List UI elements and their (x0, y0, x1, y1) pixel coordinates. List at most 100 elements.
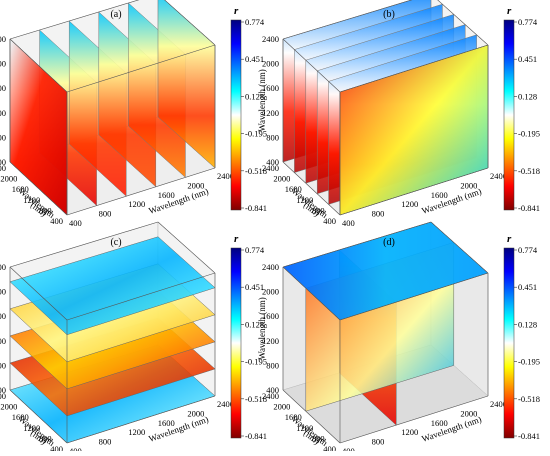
colorbar-tick-label: -0.518 (518, 394, 540, 404)
right-depth-tick-label: 1200 (128, 427, 145, 437)
box-edge (9, 266, 68, 321)
vertical-tick-label: 1600 (0, 83, 6, 93)
right-depth-axis-label: Wavelength (nm) (147, 186, 209, 216)
right-depth-tick-label: 2000 (187, 180, 204, 190)
colorbar-tick-label: -0.841 (245, 431, 267, 441)
right-depth-tick-label: 800 (99, 437, 112, 447)
colorbar (230, 19, 242, 211)
colorbar-tick-label: -0.195 (518, 129, 540, 139)
left-depth-tick-label: 1200 (23, 423, 40, 433)
vertical-tick-label: 2400 (262, 34, 279, 44)
colorbar-tick-label: 0.451 (245, 54, 264, 64)
box-edge (282, 38, 341, 93)
colorbar-title: r (234, 233, 239, 245)
vertical-tick-label: 400 (266, 157, 279, 167)
colorbar-tick-label: 0.128 (245, 91, 264, 101)
left-depth-tick-label: 2400 (262, 163, 279, 173)
right-depth-tick-label: 2400 (490, 399, 507, 409)
colorbar-tick-label: 0.451 (518, 282, 537, 292)
colorbar-tick-label: 0.774 (245, 17, 265, 27)
box-edge (282, 221, 432, 268)
box-edge (339, 395, 489, 444)
box-edge (9, 161, 68, 216)
vertical-tick-label: 1600 (262, 83, 279, 93)
vertical-tick-label: 2400 (262, 262, 279, 272)
box-edge (66, 44, 216, 93)
vertical-tick-label: 1200 (0, 336, 6, 346)
box-edge (66, 395, 216, 444)
panel-label: (d) (383, 237, 395, 248)
colorbar-tick-label: -0.195 (518, 357, 540, 367)
left-depth-tick-label: 2400 (262, 391, 279, 401)
left-depth-tick-label: 400 (50, 444, 63, 451)
colorbar (503, 247, 515, 439)
box-edge (339, 44, 489, 93)
box-edge (430, 221, 489, 274)
vertical-tick-label: 2400 (0, 262, 6, 272)
colorbar-tick-label: 0.128 (518, 91, 537, 101)
right-depth-axis-label: Wavelength (nm) (420, 186, 482, 216)
panel-label: (b) (383, 9, 395, 20)
colorbar-tick-label: -0.518 (245, 166, 267, 176)
right-depth-tick-label: 1200 (401, 427, 418, 437)
vertical-tick-label: 1200 (262, 108, 279, 118)
box-edge (9, 0, 140, 40)
box-edge (282, 266, 341, 321)
box-edge (437, 0, 489, 46)
vertical-axis-label: Wavelength (nm) (257, 69, 267, 132)
vertical-tick-label: 400 (266, 385, 279, 395)
box-edge (66, 272, 216, 321)
box-edge (339, 272, 489, 321)
right-depth-tick-label: 400 (69, 218, 82, 228)
left-depth-tick-label: 800 (39, 205, 52, 215)
vertical-tick-label: 1200 (0, 108, 6, 118)
colorbar-tick-label: -0.195 (245, 129, 267, 139)
vertical-tick-label: 2000 (262, 287, 279, 297)
left-depth-tick-label: 2400 (0, 163, 6, 173)
panel-label: (c) (110, 237, 121, 248)
left-depth-tick-label: 2000 (273, 174, 290, 184)
vertical-axis-label: Wavelength (nm) (257, 297, 267, 360)
colorbar-tick-label: -0.518 (518, 166, 540, 176)
colorbar-tick-label: 0.128 (518, 319, 537, 329)
right-depth-tick-label: 800 (372, 209, 385, 219)
colorbar-tick-label: -0.841 (518, 431, 540, 441)
colorbar-tick-label: 0.774 (518, 245, 538, 255)
vertical-tick-label: 1600 (262, 311, 279, 321)
left-depth-tick-label: 800 (312, 205, 325, 215)
right-depth-tick-label: 1600 (158, 190, 175, 200)
right-depth-tick-label: 400 (342, 218, 355, 228)
left-depth-tick-label: 2000 (0, 174, 17, 184)
left-depth-tick-label: 1600 (285, 184, 302, 194)
right-depth-tick-label: 800 (372, 437, 385, 447)
right-depth-axis-label: Wavelength (nm) (147, 414, 209, 444)
vertical-tick-label: 2000 (262, 59, 279, 69)
colorbar (230, 247, 242, 439)
left-depth-tick-label: 1200 (296, 423, 313, 433)
vertical-tick-label: 400 (0, 157, 6, 167)
box-edge (9, 38, 68, 93)
box-edge (9, 389, 68, 444)
right-depth-tick-label: 2400 (217, 171, 234, 181)
right-depth-tick-label: 400 (69, 446, 82, 451)
box-edge (9, 221, 159, 268)
vertical-tick-label: 2400 (0, 34, 6, 44)
right-depth-tick-label: 1600 (431, 418, 448, 428)
vertical-tick-label: 2000 (0, 287, 6, 297)
left-depth-tick-label: 400 (50, 216, 63, 226)
right-depth-tick-label: 1600 (158, 418, 175, 428)
left-depth-tick-label: 1600 (12, 412, 29, 422)
right-depth-tick-label: 2400 (490, 171, 507, 181)
colorbar-tick-label: -0.195 (245, 357, 267, 367)
left-depth-tick-label: 1600 (12, 184, 29, 194)
colorbar-title: r (507, 233, 512, 245)
box-edge (164, 0, 216, 46)
vertical-tick-label: 1200 (262, 336, 279, 346)
right-depth-tick-label: 2000 (460, 180, 477, 190)
right-depth-axis-label: Wavelength (nm) (420, 414, 482, 444)
left-depth-tick-label: 2400 (0, 391, 6, 401)
vertical-tick-label: 1600 (0, 311, 6, 321)
